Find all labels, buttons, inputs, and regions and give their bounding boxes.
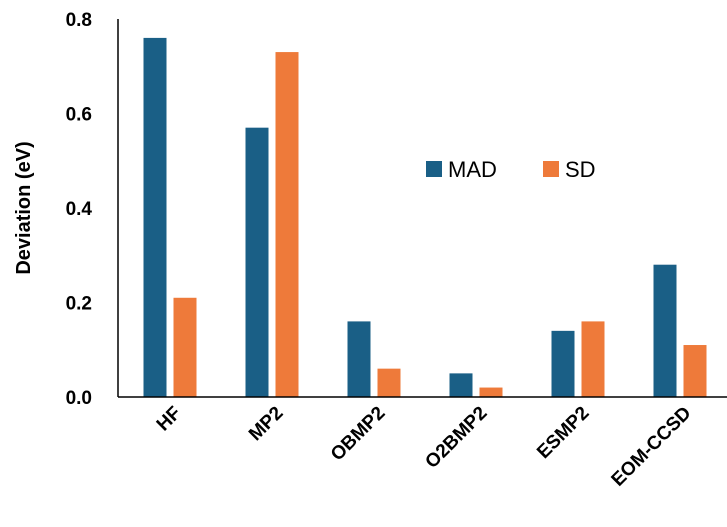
bar-mad-eom-ccsd: [653, 264, 677, 397]
y-tick-label: 0.4: [66, 199, 93, 220]
bar-sd-esmp2: [581, 321, 605, 397]
bar-sd-obmp2: [377, 368, 401, 397]
bar-sd-eom-ccsd: [683, 345, 707, 397]
bar-sd-o2bmp2: [479, 387, 503, 397]
bar-sd-hf: [173, 297, 197, 397]
axes-group: [117, 19, 727, 398]
legend-swatch-mad: [426, 161, 442, 177]
bar-mad-esmp2: [551, 330, 575, 397]
x-tick-label: EOM-CCSD: [608, 403, 696, 491]
y-tick-label: 0.8: [66, 10, 92, 31]
bar-mad-hf: [143, 37, 167, 398]
legend-label-mad: MAD: [448, 157, 497, 182]
bar-mad-mp2: [245, 127, 269, 398]
bars-group: [143, 37, 707, 398]
y-tick-labels: 0.0 0.2 0.4 0.6 0.8: [66, 10, 93, 409]
y-tick-label: 0.2: [66, 294, 92, 315]
x-tick-label: ESMP2: [533, 403, 593, 463]
x-tick-label: O2BMP2: [421, 403, 491, 473]
x-tick-label: MP2: [245, 403, 287, 445]
legend-swatch-sd: [543, 161, 559, 177]
x-tick-label: HF: [153, 403, 186, 436]
x-tick-label: OBMP2: [327, 403, 390, 466]
legend-label-sd: SD: [565, 157, 596, 182]
bar-mad-o2bmp2: [449, 373, 473, 397]
bar-sd-mp2: [275, 52, 299, 397]
y-tick-label: 0.0: [66, 388, 92, 409]
y-axis-title: Deviation (eV): [13, 141, 35, 274]
y-tick-label: 0.6: [66, 105, 92, 126]
legend: MAD SD: [426, 157, 596, 182]
x-tick-labels: HF MP2 OBMP2 O2BMP2 ESMP2 EOM-CCSD: [153, 403, 696, 491]
bar-mad-obmp2: [347, 321, 371, 397]
